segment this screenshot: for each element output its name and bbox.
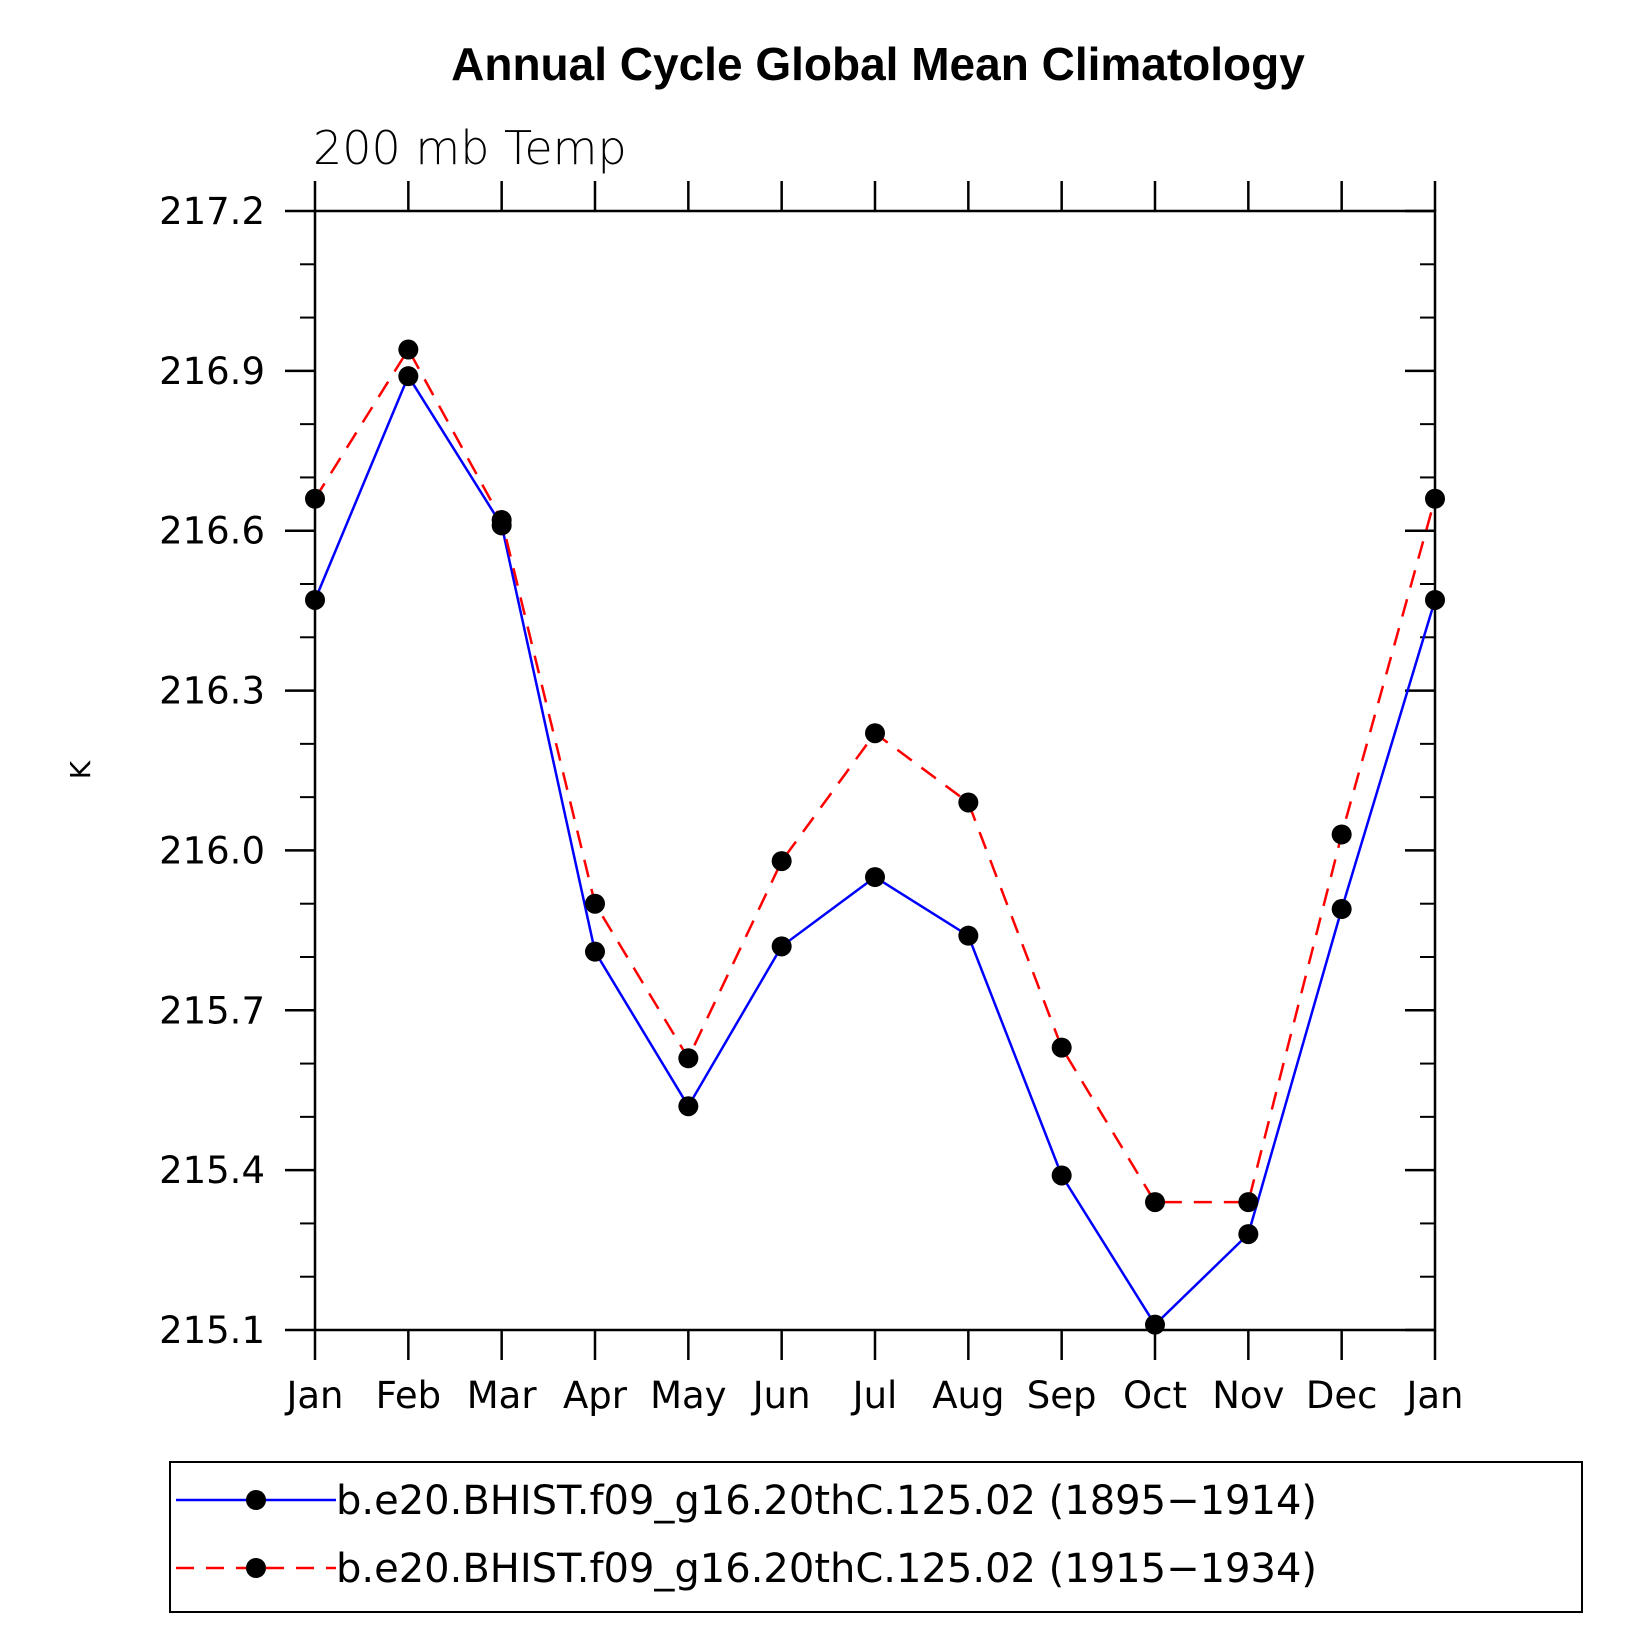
- x-tick-label: Jan: [1404, 1374, 1463, 1417]
- series-line-1: [313, 373, 1437, 1327]
- data-point-series-2: [585, 893, 605, 914]
- data-point-series-1: [771, 936, 792, 957]
- y-axis-label: K: [64, 760, 97, 779]
- data-point-series-2: [865, 723, 885, 744]
- x-tick-label: Jan: [284, 1374, 343, 1417]
- data-point-series-2: [1051, 1037, 1072, 1058]
- y-tick-label: 215.7: [159, 989, 265, 1032]
- x-tick-label: Mar: [467, 1374, 538, 1417]
- data-point-series-1: [865, 867, 885, 888]
- y-tick-label: 215.4: [159, 1149, 265, 1192]
- legend-box: [169, 1461, 1583, 1613]
- x-tick-label: Aug: [932, 1374, 1004, 1417]
- data-point-series-2: [305, 488, 325, 509]
- x-tick-label: Feb: [376, 1374, 442, 1417]
- x-tick-label: Apr: [563, 1374, 628, 1417]
- y-tick-label: 216.6: [159, 510, 265, 553]
- x-tick-label: May: [650, 1374, 727, 1417]
- chart-title: Annual Cycle Global Mean Climatology: [451, 38, 1305, 90]
- x-tick-label: Oct: [1123, 1374, 1187, 1417]
- data-point-series-1: [1238, 1224, 1259, 1245]
- y-tick-label: 215.1: [159, 1309, 265, 1352]
- legend-label-series-1: b.e20.BHIST.f09_g16.20thC.125.02 (1895−1…: [336, 1478, 1317, 1524]
- data-markers: [305, 339, 1445, 1335]
- x-tick-labels: Jan Feb Mar Apr May Jun Jul Aug Sep Oct Nov Dec Jan: [284, 1374, 1463, 1417]
- x-tick-label: Sep: [1027, 1374, 1097, 1417]
- data-point-series-2: [958, 792, 979, 813]
- data-point-series-1: [1425, 589, 1445, 610]
- series-line-2: [313, 347, 1437, 1204]
- legend-marker-series-1: [246, 1490, 266, 1510]
- x-tick-label: Dec: [1306, 1374, 1378, 1417]
- x-tick-label: Jun: [751, 1374, 811, 1417]
- data-point-series-1: [1051, 1165, 1072, 1186]
- data-point-series-1: [958, 925, 979, 946]
- legend-marker-series-2: [246, 1558, 266, 1578]
- legend-label-series-2: b.e20.BHIST.f09_g16.20thC.125.02 (1915−1…: [336, 1546, 1317, 1592]
- data-point-series-1: [305, 589, 325, 610]
- data-point-series-2: [1331, 824, 1352, 845]
- data-point-series-2: [1238, 1192, 1259, 1213]
- data-point-series-2: [398, 339, 419, 360]
- y-tick-label: 216.9: [159, 350, 265, 393]
- y-tick-label: 216.0: [159, 829, 265, 872]
- plot-frame: [313, 209, 1437, 1332]
- axis-ticks: [285, 181, 1437, 1360]
- data-point-series-1: [678, 1096, 699, 1117]
- series-lines: [313, 347, 1437, 1327]
- data-point-series-1: [585, 941, 605, 962]
- data-point-series-2: [1425, 488, 1445, 509]
- x-tick-label: Jul: [851, 1374, 898, 1417]
- data-point-series-1: [1145, 1314, 1165, 1335]
- y-tick-label: 216.3: [159, 670, 265, 713]
- chart-subtitle: 200 mb Temp: [313, 121, 627, 175]
- y-tick-label: 217.2: [159, 190, 265, 233]
- data-point-series-1: [398, 366, 419, 387]
- y-tick-labels: 217.2 216.9 216.6 216.3 216.0 215.7 215.4 215.1: [159, 190, 265, 1352]
- legend: b.e20.BHIST.f09_g16.20thC.125.02 (1895−1…: [169, 1461, 1583, 1613]
- data-point-series-2: [678, 1048, 699, 1069]
- x-tick-label: Nov: [1212, 1374, 1284, 1417]
- data-point-series-2: [1145, 1192, 1165, 1213]
- data-point-series-1: [1331, 899, 1352, 920]
- data-point-series-2: [491, 510, 512, 531]
- data-point-series-2: [771, 851, 792, 872]
